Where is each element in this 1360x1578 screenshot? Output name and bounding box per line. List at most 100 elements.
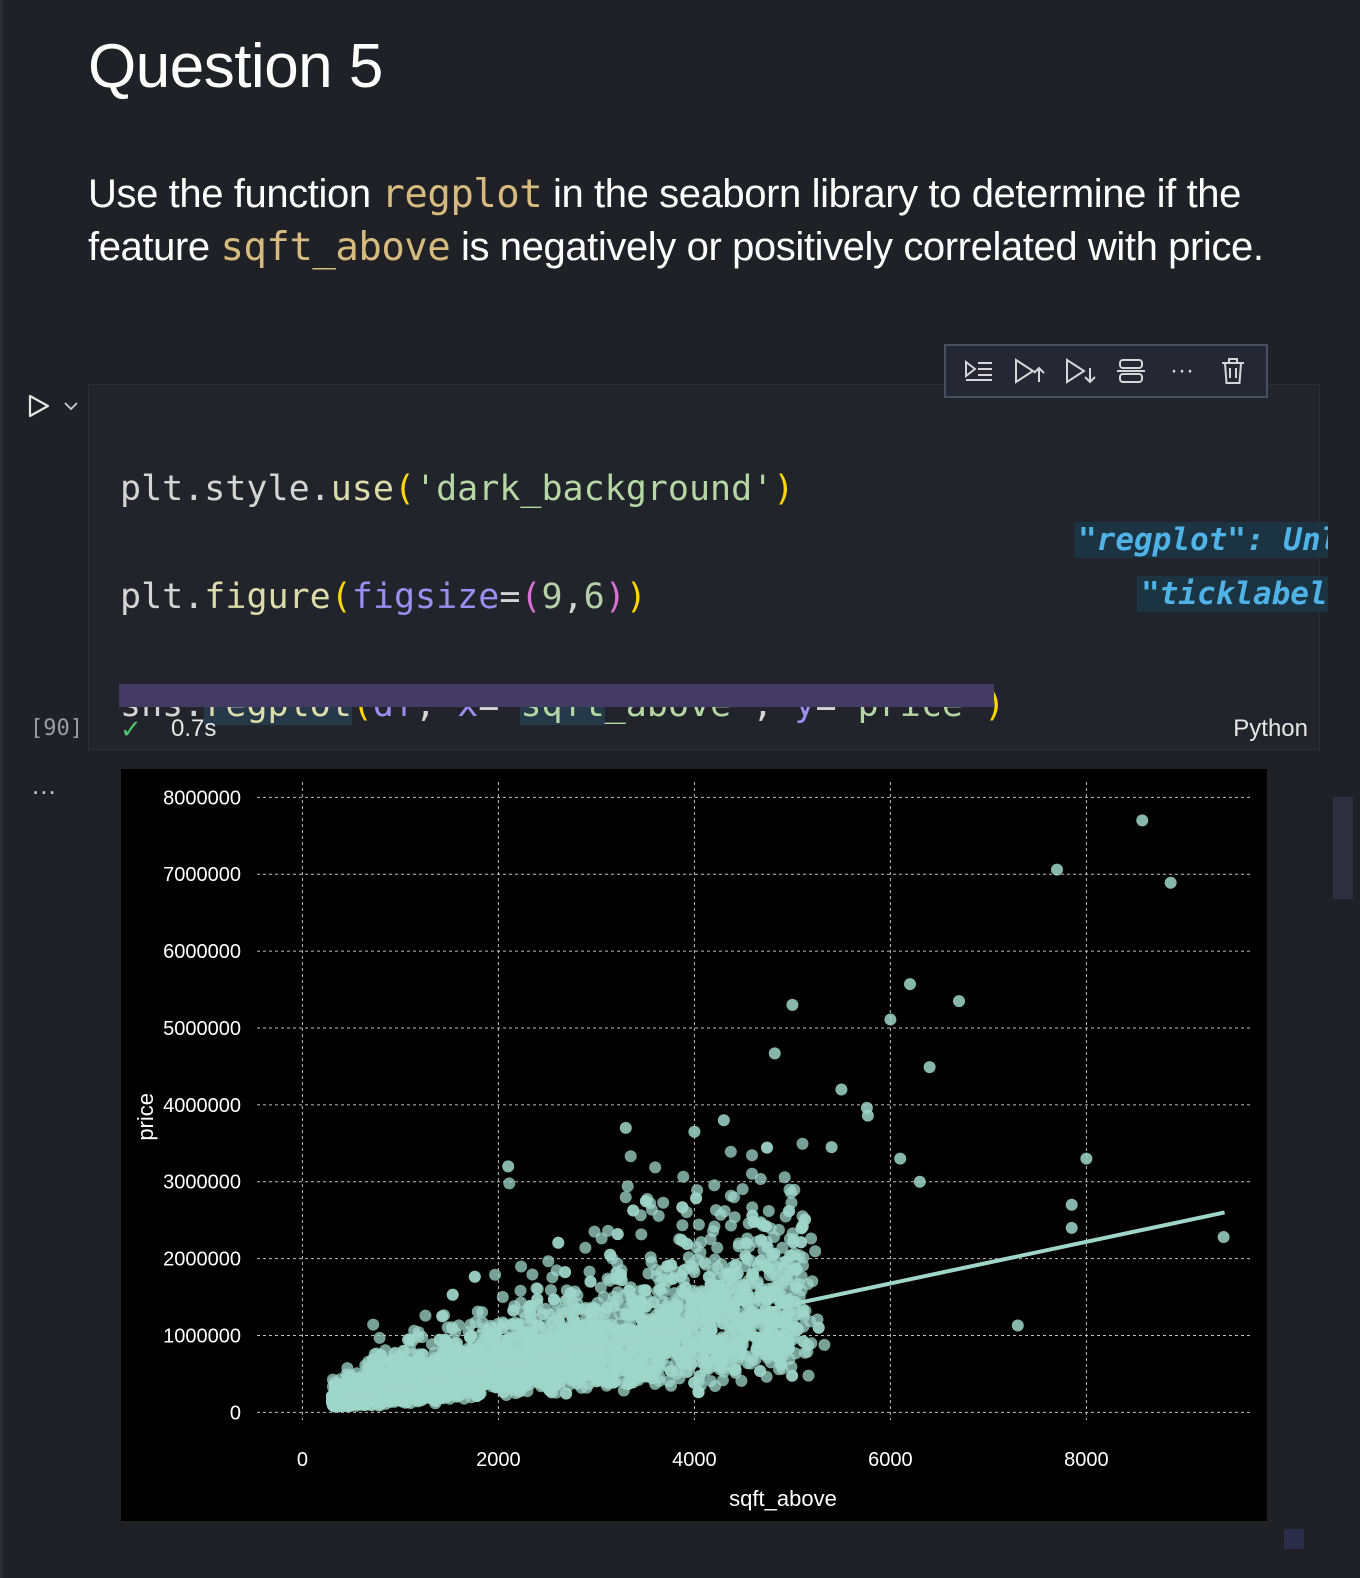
scatter-point (498, 1341, 511, 1354)
outlier-point (894, 1152, 907, 1165)
delete-icon[interactable] (1213, 351, 1253, 391)
scatter-point (681, 1238, 693, 1250)
split-cell-icon[interactable] (1111, 351, 1151, 391)
scatter-point (567, 1321, 580, 1334)
scatter-point (380, 1392, 393, 1405)
scatter-point (375, 1356, 387, 1369)
scatter-point (526, 1268, 539, 1281)
scatter-point (785, 1360, 798, 1373)
scatter-point (497, 1386, 510, 1399)
scatter-point (740, 1237, 753, 1250)
scatter-point (656, 1273, 669, 1286)
scatter-point (818, 1338, 831, 1351)
outlier-point (619, 1121, 632, 1134)
scatter-point (789, 1321, 802, 1334)
scatter-point (797, 1335, 810, 1348)
scatter-point (596, 1352, 609, 1365)
scatter-point (621, 1180, 634, 1193)
scatter-point (694, 1246, 707, 1259)
scatter-point (516, 1380, 529, 1393)
scrollbar-thumb[interactable] (1333, 797, 1353, 899)
scatter-point (628, 1300, 641, 1313)
scatter-point (596, 1366, 608, 1379)
scatter-point (563, 1337, 576, 1350)
scatter-point (675, 1328, 687, 1341)
scatter-point (703, 1334, 716, 1347)
output-menu-icon[interactable]: ... (32, 770, 57, 800)
scatter-point (419, 1309, 432, 1322)
scatter-point (619, 1308, 632, 1321)
scatter-point (760, 1220, 772, 1233)
scatter-point (681, 1311, 694, 1324)
scatter-point (721, 1331, 734, 1344)
scatter-point (514, 1284, 527, 1297)
more-icon[interactable]: ··· (1169, 357, 1194, 384)
inline-hint-regplot[interactable]: "regplot": Unl (1074, 522, 1328, 558)
scatter-point (770, 1271, 783, 1284)
scatter-point (397, 1344, 410, 1357)
scatter-point (552, 1236, 565, 1249)
scatter-point (532, 1374, 544, 1387)
scatter-point (517, 1327, 529, 1340)
scatter-point (741, 1327, 754, 1340)
scatter-point (812, 1321, 825, 1334)
y-tick-label: 5000000 (163, 1018, 241, 1040)
scatter-point (595, 1332, 608, 1345)
scatter-point (414, 1366, 426, 1379)
scatter-point (762, 1205, 775, 1217)
scatter-point (665, 1259, 678, 1271)
code-line-1: plt.style.use('dark_background') (120, 469, 795, 509)
scatter-point (607, 1376, 619, 1389)
y-tick-label: 2000000 (163, 1249, 241, 1271)
run-cell-icon[interactable] (26, 392, 52, 420)
scatter-point (542, 1255, 555, 1268)
outlier-point (835, 1083, 848, 1096)
scatter-point (805, 1232, 818, 1245)
scatter-point (737, 1278, 750, 1291)
scatter-point (546, 1316, 559, 1329)
scatter-point (639, 1284, 652, 1297)
execute-below-icon[interactable] (1061, 351, 1101, 391)
scatter-point (462, 1347, 475, 1359)
run-by-line-icon[interactable] (959, 351, 999, 391)
scatter-point (441, 1321, 454, 1334)
scatter-point (350, 1384, 363, 1397)
scatter-point (619, 1191, 632, 1204)
cell-language[interactable]: Python (1233, 715, 1308, 742)
scatter-point (512, 1318, 524, 1331)
scatter-point (677, 1170, 690, 1183)
outlier-point (1065, 1198, 1078, 1211)
x-tick-label: 8000 (1064, 1449, 1109, 1471)
scatter-point (707, 1225, 720, 1238)
scatter-point (768, 1316, 781, 1329)
inline-hint-ticklabel[interactable]: "ticklabel (1137, 576, 1328, 612)
scatter-point (761, 1141, 773, 1154)
scatter-point (443, 1389, 456, 1402)
chevron-down-icon[interactable] (62, 398, 80, 414)
scatter-point (722, 1268, 735, 1280)
scatter-point (688, 1376, 701, 1389)
scatter-point (510, 1349, 523, 1362)
scatter-point (564, 1287, 577, 1300)
scatter-point (512, 1366, 525, 1378)
scatter-point (781, 1306, 794, 1319)
scatter-point (543, 1384, 556, 1397)
scatter-point (379, 1368, 392, 1381)
scatter-point (659, 1305, 672, 1318)
para-text-2: in the seaborn library to determine if t… (88, 172, 1242, 269)
scatter-point (771, 1281, 784, 1294)
scatter-point (762, 1262, 775, 1275)
scatter-point (723, 1299, 736, 1312)
outlier-point (502, 1160, 515, 1173)
scatter-point (402, 1365, 415, 1378)
execute-above-icon[interactable] (1010, 351, 1050, 391)
scatter-point (399, 1389, 412, 1402)
scatter-point (757, 1338, 770, 1351)
outlier-point (1051, 863, 1063, 876)
scatter-point (556, 1304, 568, 1316)
scatter-point (755, 1254, 767, 1267)
cell-toolbar: ··· (944, 344, 1268, 398)
scatter-point (789, 1262, 802, 1275)
scatter-point (623, 1284, 636, 1297)
y-tick-label: 0 (230, 1402, 241, 1424)
